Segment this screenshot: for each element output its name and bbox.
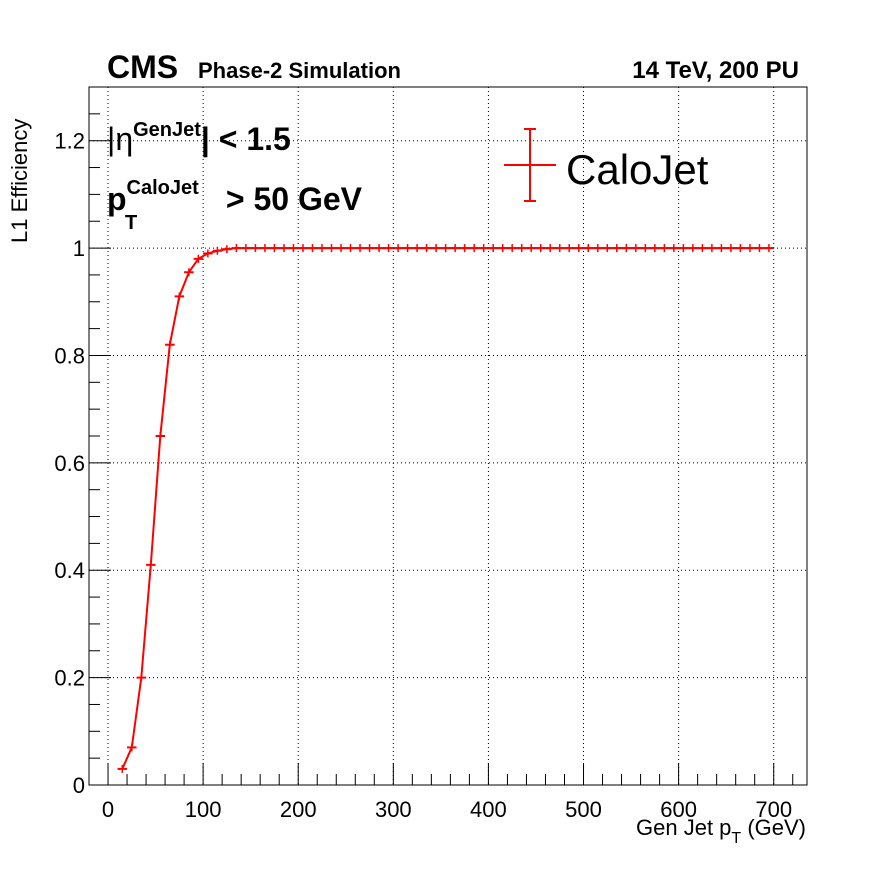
subtitle-label: Phase-2 Simulation [198, 58, 401, 83]
x-tick-label: 0 [102, 797, 114, 822]
y-tick-label: 0 [73, 773, 85, 798]
x-tick-label: 500 [565, 797, 602, 822]
y-tick-label: 0.2 [54, 666, 85, 691]
x-tick-label: 100 [185, 797, 222, 822]
x-tick-label: 200 [280, 797, 317, 822]
energy-label: 14 TeV, 200 PU [632, 57, 799, 84]
minor-ticks [88, 113, 794, 785]
y-tick-label: 0.6 [54, 451, 85, 476]
grid-lines [89, 87, 807, 786]
series-line-calojet [121, 247, 769, 770]
legend-entry-calojet: CaloJet [566, 146, 709, 193]
x-tick-label: 700 [755, 797, 792, 822]
legend: CaloJet [504, 128, 709, 202]
y-tick-label: 0.4 [54, 558, 85, 583]
y-axis-title: L1 Efficiency [7, 119, 32, 243]
major-ticks [89, 140, 775, 786]
y-tick-label: 1 [73, 236, 85, 261]
x-axis-title: Gen Jet pT (GeV) [636, 815, 806, 847]
pt-cut-annotation: pCaloJet T > 50 GeV [107, 177, 363, 234]
pt-cut-suffix: > 50 GeV [217, 181, 363, 217]
x-axis-title-subscript: T [731, 830, 741, 847]
eta-cut-annotation: |ηGenJet| < 1.5 [107, 119, 291, 157]
pt-cut-base: p [107, 181, 127, 217]
x-tick-label: 300 [375, 797, 412, 822]
x-axis-title-suffix: (GeV) [741, 815, 806, 840]
pt-cut-subscript: T [125, 212, 137, 234]
eta-cut-prefix: |η [107, 121, 133, 157]
tick-labels: 0 100 200 300 400 500 600 700 0 0.2 0.4 0.6 0.8 1 1.2 [54, 129, 792, 822]
y-tick-label: 0.8 [54, 343, 85, 368]
eta-cut-suffix: | < 1.5 [201, 121, 291, 157]
pt-cut-superscript: CaloJet [127, 177, 200, 199]
x-tick-label: 600 [660, 797, 697, 822]
eta-cut-superscript: GenJet [133, 119, 201, 141]
experiment-label: CMS [107, 49, 178, 85]
x-axis-title-base: Gen Jet p [636, 815, 731, 840]
series-markers-calojet [117, 244, 774, 773]
y-tick-label: 1.2 [54, 129, 85, 154]
plot-frame [88, 86, 808, 786]
x-tick-label: 400 [470, 797, 507, 822]
